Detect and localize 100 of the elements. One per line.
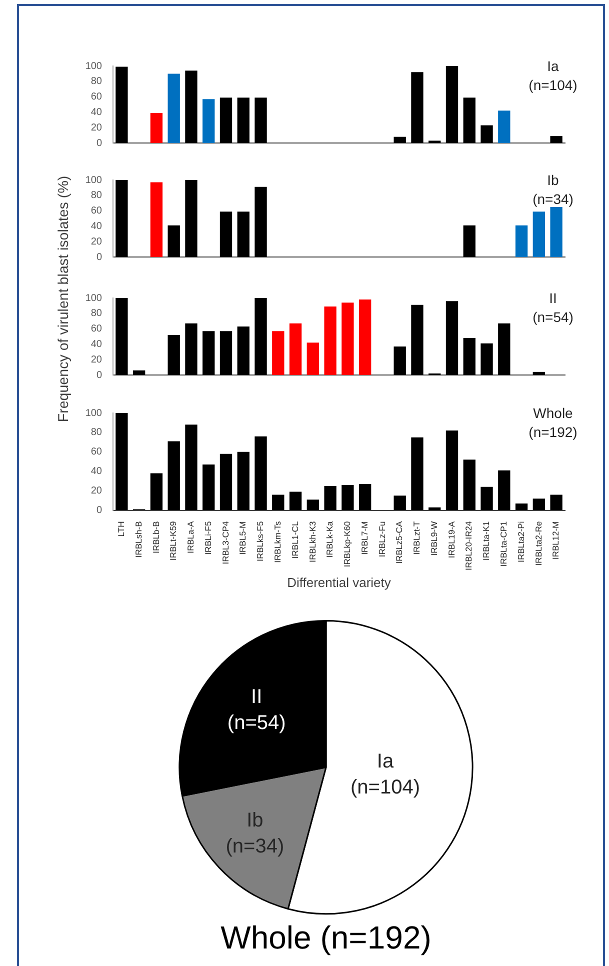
y-tick-label: 80: [90, 308, 102, 320]
bar: [532, 212, 546, 257]
bar: [306, 342, 320, 375]
bar: [550, 206, 562, 257]
y-tick-label: 0: [96, 505, 102, 516]
slice-label: Ib: [246, 809, 264, 832]
bar: [185, 180, 198, 257]
bar: [168, 74, 180, 143]
bar: [116, 298, 128, 375]
x-tick-label: IRBL7-M: [359, 521, 370, 555]
bar: [411, 304, 424, 375]
bar: [254, 298, 267, 375]
x-tick-label: IRBLi-F5: [202, 521, 213, 555]
x-tick-label: IRBLta2-Re: [533, 521, 544, 566]
bar: [168, 225, 180, 257]
bar: [498, 323, 510, 375]
y-tick-label: 60: [90, 324, 102, 335]
data-label: (n=34): [226, 835, 284, 858]
x-tick-label: IRBLzt-T: [412, 521, 422, 555]
bar: [342, 302, 354, 375]
y-tick-label: 100: [85, 292, 102, 304]
bar: [358, 484, 372, 510]
y-tick-label: 80: [90, 190, 102, 202]
x-tick-label: IRBLk-Ka: [324, 520, 335, 558]
annotation: (n=192): [528, 424, 578, 440]
bar: [463, 460, 476, 510]
annotation: (n=34): [532, 190, 574, 207]
bar: [324, 306, 336, 375]
y-tick-label: 0: [96, 138, 102, 149]
bar: [480, 343, 493, 375]
bar: [463, 338, 476, 375]
bar: [272, 331, 284, 375]
x-tick-label: IRBL5-M: [238, 521, 248, 555]
bar: [498, 110, 510, 143]
bar: [237, 98, 250, 143]
bar: [394, 346, 406, 375]
y-tick-label: 80: [90, 427, 102, 438]
annotation: Ib: [547, 172, 560, 188]
x-tick-label: IRBL12-M: [550, 521, 561, 560]
bar: [185, 424, 198, 510]
y-tick-label: 100: [85, 60, 102, 72]
bar: [116, 180, 128, 257]
annotation: Whole: [533, 404, 574, 421]
bar: [202, 99, 215, 143]
x-axis-title: Differential variety: [287, 574, 392, 590]
x-tick-label: IRBLz5-CA: [394, 520, 404, 564]
bar: [254, 186, 267, 257]
bar: [220, 331, 232, 375]
x-tick-label: IRBLta2-Pi: [516, 521, 526, 562]
bar: [237, 212, 250, 257]
x-tick-label: IRBLt-K59: [168, 520, 178, 560]
bar: [515, 225, 528, 257]
bar: [550, 136, 562, 143]
x-tick-label: IRBLz-Fu: [376, 521, 387, 558]
x-tick-label: IRBLkm-Ts: [272, 521, 282, 563]
bar: [446, 301, 458, 375]
bar: [185, 323, 198, 375]
bar: [220, 212, 232, 257]
bar: [132, 370, 146, 375]
x-tick-label: IRBLa-A: [186, 520, 196, 554]
bar: [254, 98, 267, 143]
y-tick-label: 0: [96, 252, 102, 263]
bar: [550, 494, 562, 510]
y-tick-label: 20: [90, 236, 102, 248]
bar: [185, 70, 198, 143]
bar: [446, 66, 458, 143]
bar: [116, 413, 128, 510]
data-label: (n=104): [350, 776, 420, 799]
x-tick-label: IRBL20-IR24: [464, 520, 474, 570]
x-tick-label: IRBL9-W: [428, 521, 439, 556]
bar: [411, 72, 424, 143]
bar: [289, 323, 302, 375]
bar: [498, 470, 510, 510]
y-tick-label: 60: [90, 206, 102, 217]
bar: [324, 486, 336, 510]
bar: [168, 334, 180, 375]
bar: [220, 98, 232, 143]
bar: [202, 331, 215, 375]
x-tick-label: IRBLb-B: [150, 520, 161, 554]
bar: [202, 464, 215, 510]
bar: [463, 225, 476, 257]
y-tick-label: 40: [90, 220, 102, 232]
y-tick-label: 20: [90, 486, 102, 497]
slice-label: Ia: [376, 750, 394, 773]
bar: [463, 98, 476, 143]
y-tick-label: 0: [96, 370, 102, 381]
y-tick-label: 60: [90, 446, 102, 458]
data-label: (n=54): [227, 712, 286, 734]
x-tick-label: IRBL1-CL: [290, 521, 300, 559]
x-tick-label: LTH: [116, 521, 126, 537]
annotation: II: [549, 290, 557, 306]
y-tick-label: 100: [85, 174, 102, 186]
y-axis-title: Frequency of virulent blast isolates (%): [56, 176, 72, 422]
y-tick-label: 20: [90, 122, 102, 134]
x-tick-label: IRBLkh-K3: [307, 521, 318, 562]
y-tick-label: 100: [85, 408, 102, 419]
bar: [220, 454, 232, 510]
bar: [532, 372, 546, 375]
bar: [306, 500, 320, 510]
y-tick-label: 40: [90, 338, 102, 350]
